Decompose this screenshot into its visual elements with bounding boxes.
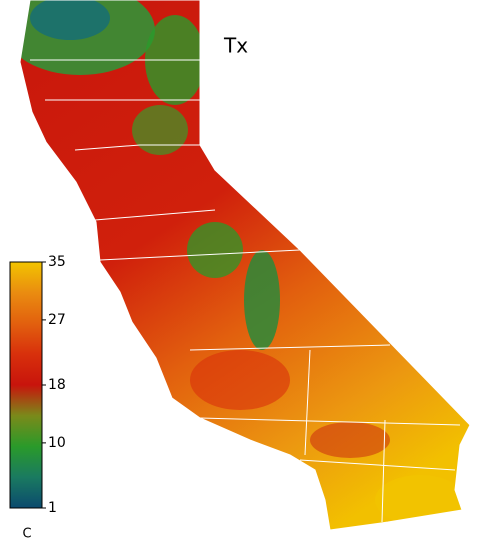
colorbar-tick-label: 18 [48, 377, 66, 393]
map-title: Tx [223, 34, 248, 58]
county-lines [19, 0, 471, 531]
colorbar-tick-label: 35 [48, 254, 66, 270]
colorbar-unit: C [22, 527, 31, 542]
colorbar [9, 261, 43, 509]
colorbar-tick-label: 10 [48, 435, 66, 451]
colorbar-tick-label: 27 [48, 312, 66, 328]
colorbar-tick-label: 1 [48, 500, 57, 516]
